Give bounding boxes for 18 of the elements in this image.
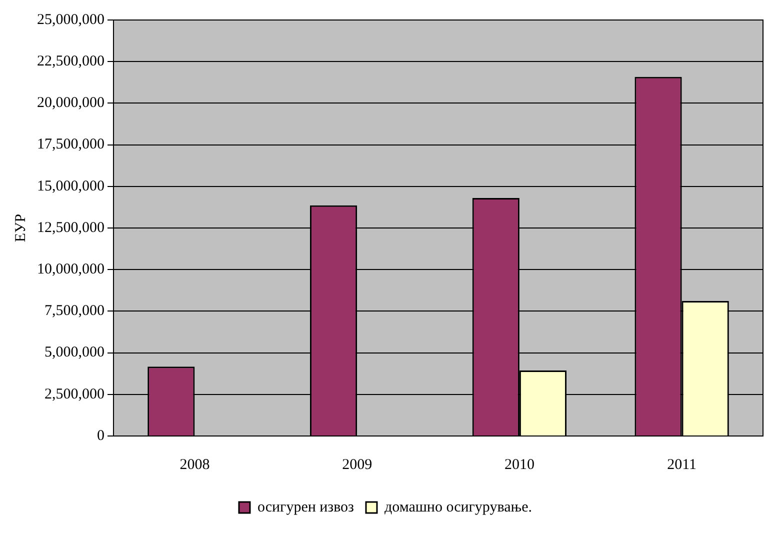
y-tick-label: 15,000,000 (37, 178, 104, 194)
y-tick-label: 12,500,000 (37, 220, 104, 236)
y-tick-label: 25,000,000 (37, 12, 104, 28)
y-tick-label: 0 (97, 428, 104, 444)
y-tick-label: 2,500,000 (44, 386, 104, 402)
y-tick-label: 22,500,000 (37, 54, 104, 70)
y-axis-title: ЕУР (12, 214, 29, 242)
x-tick-label: 2008 (180, 456, 210, 473)
y-tick-label: 17,500,000 (37, 136, 104, 153)
x-tick-label: 2011 (667, 456, 697, 473)
x-tick-label: 2010 (504, 456, 534, 473)
y-tick-label: 7,500,000 (44, 303, 104, 320)
legend-label: домашно осигурување. (384, 499, 532, 516)
y-tick-label: 5,000,000 (44, 344, 104, 361)
legend-label: осигурен извоз (257, 499, 354, 516)
y-tick-label: 20,000,000 (37, 95, 104, 112)
x-tick-label: 2009 (342, 456, 372, 473)
y-tick-label: 10,000,000 (37, 262, 104, 278)
